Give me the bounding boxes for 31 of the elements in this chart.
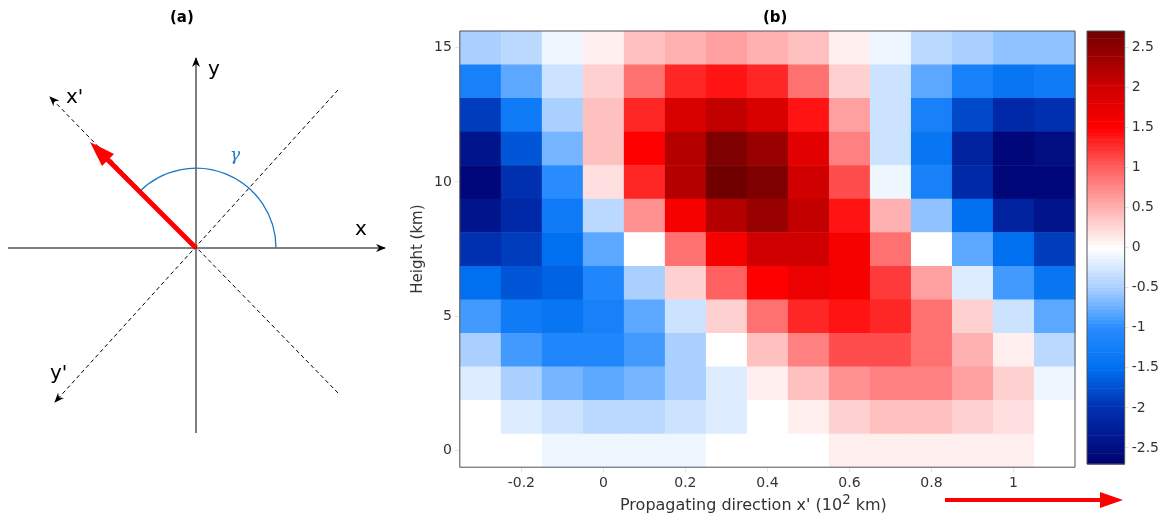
color-bar-label: 2	[1131, 77, 1141, 94]
y-axis-title: Height (km)	[407, 204, 426, 294]
text: x'	[66, 84, 84, 108]
color-bar-label: 1	[1131, 157, 1141, 174]
color-bar-label: 0.5	[1131, 198, 1154, 215]
y-tick-label: 5	[442, 306, 452, 323]
x-tick-label: -0.2	[507, 474, 535, 491]
color-bar-label: -0.5	[1131, 278, 1160, 295]
x-tick-label: 0	[598, 474, 608, 491]
text: y	[208, 56, 220, 80]
text: x	[355, 216, 367, 240]
color-bar-label: -1.5	[1131, 358, 1160, 375]
x-tick-label: 0.2	[674, 474, 697, 491]
color-bar-label: 2.5	[1131, 37, 1154, 54]
x-tick-label: 0.8	[920, 474, 943, 491]
y-tick-label: 0	[442, 441, 452, 458]
x-tick-label: 0.6	[838, 474, 861, 491]
color-bar-label: 0	[1131, 238, 1141, 255]
text: γ	[230, 144, 241, 164]
color-bar-label: -2	[1131, 398, 1146, 415]
x-tick-label: 1	[1009, 474, 1018, 491]
x-axis-title: Propagating direction x' (10$^{2}$ km)	[620, 492, 887, 515]
chart-title: (b)	[763, 8, 788, 26]
color-bar-label: -1	[1131, 318, 1146, 335]
color-bar-label: 1.5	[1131, 117, 1154, 134]
text: y'	[50, 360, 68, 384]
x-tick-label: 0.4	[756, 474, 779, 491]
text: (a)	[170, 8, 194, 26]
y-tick-label: 10	[433, 172, 452, 189]
y-tick-label: 15	[433, 38, 452, 55]
color-bar-label: -2.5	[1131, 438, 1160, 455]
